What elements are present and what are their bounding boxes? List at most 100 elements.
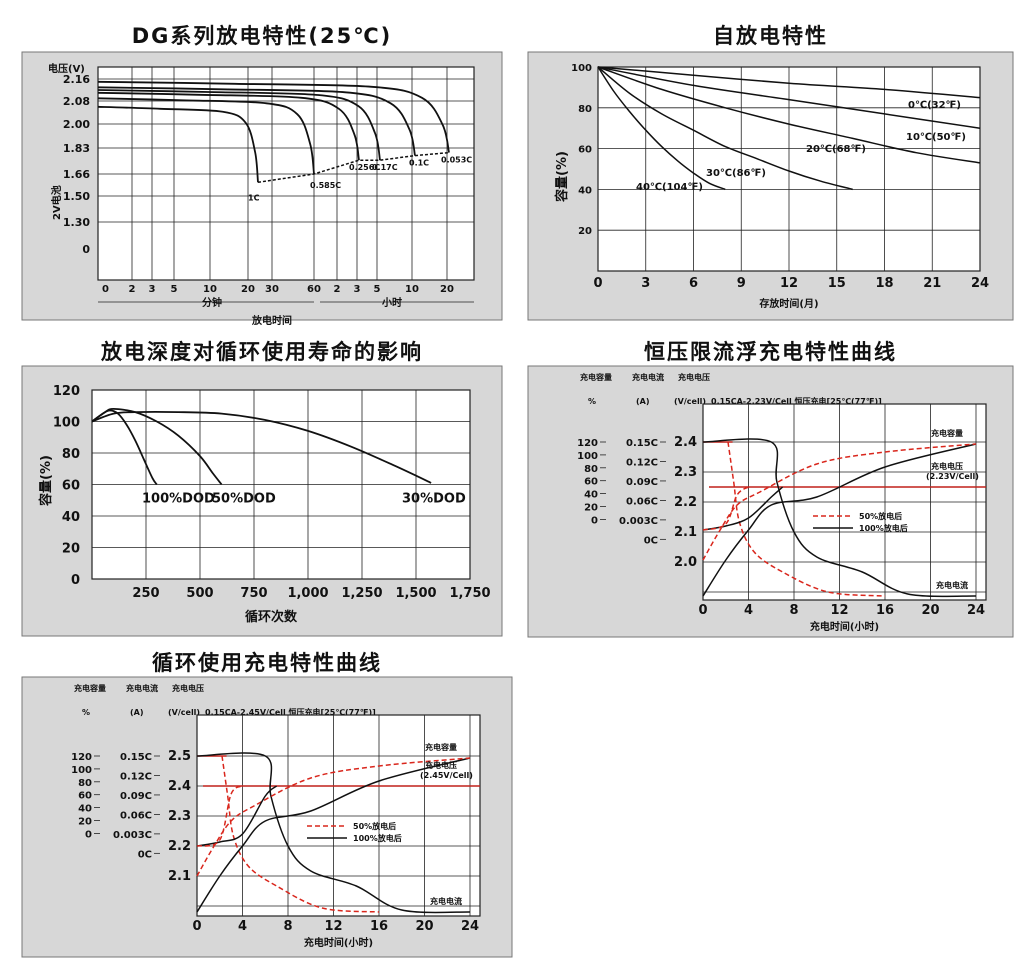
- voltage-tick-label: 2.3: [674, 465, 697, 480]
- voltage-tick-label: 2.2: [674, 495, 697, 510]
- current-tick-label: 0.06C: [626, 496, 658, 507]
- x-tick-label: 10: [203, 284, 217, 295]
- x-axis-label: 放电时间: [251, 314, 292, 327]
- x-tick-label: 20: [241, 284, 255, 295]
- series-label: 0℃(32℉): [908, 100, 961, 111]
- series-label: 40℃(104℉): [636, 182, 703, 193]
- discharge-curve: [97, 105, 259, 183]
- unit-current: (A): [130, 708, 144, 717]
- x-tick-label: 18: [875, 276, 893, 291]
- y-tick-label: 20: [62, 542, 80, 557]
- voltage-label: 充电电压: [931, 461, 963, 471]
- current-tick-label: 0.12C: [626, 457, 658, 468]
- x-tick-label: 1,750: [449, 586, 490, 601]
- y-tick-label: 1.30: [63, 216, 90, 229]
- capacity-label: 充电容量: [425, 742, 457, 752]
- unit-current: (A): [636, 397, 650, 406]
- self-discharge-curve: [597, 66, 981, 164]
- condition-label: 0.15CA-2.45V/Cell 恒压充电[25℃(77℉)]: [205, 707, 376, 717]
- series-label: 0.17C: [372, 163, 398, 172]
- series-label: 100%DOD: [142, 492, 215, 507]
- chart-title: 放电深度对循环使用寿命的影响: [101, 340, 423, 364]
- capacity-tick-label: 40: [584, 490, 598, 501]
- current-tick-label: 0.15C: [120, 752, 152, 763]
- voltage-tick-label: 2.0: [674, 555, 697, 570]
- x-tick-label: 3: [641, 276, 650, 291]
- x-tick-label: 6: [689, 276, 698, 291]
- chart-title: 恒压限流浮充电特性曲线: [644, 340, 897, 364]
- series-label: 30℃(86℉): [706, 168, 766, 179]
- x-tick-label: 20: [921, 603, 939, 618]
- series-label: 0.256C: [349, 163, 380, 172]
- series-label: 20℃(68℉): [806, 144, 866, 155]
- voltage-curve-100: [196, 785, 278, 847]
- voltage-tick-label: 2.3: [168, 809, 191, 824]
- capacity-tick-label: 120: [71, 752, 92, 763]
- x-tick-label: 12: [780, 276, 798, 291]
- y-tick-label: 100: [53, 416, 80, 431]
- x-tick-label: 2: [129, 284, 136, 295]
- voltage-tick-label: 2.1: [168, 869, 191, 884]
- dod-chart: 120 100 80 60 40 20 0 250 500 750 1,000 1,250 1,500 1…: [21, 365, 503, 637]
- plot-area: [97, 66, 475, 281]
- x-tick-label: 24: [971, 276, 989, 291]
- legend-label-50: 50%放电后: [353, 821, 396, 831]
- x-tick-label: 12: [830, 603, 848, 618]
- series-label: 10℃(50℉): [906, 132, 966, 143]
- panel-floatcharge: 恒压限流浮充电特性曲线 充电容量 充电电流 充电电压% (A) (V/cell) 0.15…: [527, 328, 1014, 638]
- dod-curve: [91, 410, 432, 484]
- unit-capacity: %: [588, 397, 596, 406]
- x-tick-label: 0: [698, 603, 707, 618]
- capacity-curve-50: [702, 443, 977, 561]
- panel-discharge: DG系列放电特性(25℃) 电压(V) 2V电池 2.16 2.08 2.00 1.83 1…: [21, 8, 503, 327]
- series-label: 50%DOD: [212, 492, 276, 507]
- header-voltage: 充电电压: [172, 683, 204, 693]
- y-axis-label: 容量(%): [38, 455, 54, 507]
- x-tick-label: 3: [149, 284, 156, 295]
- current-tick-label: 0C: [138, 849, 152, 860]
- y-tick-label: 80: [578, 104, 592, 115]
- x-tick-label: 1,000: [287, 586, 328, 601]
- current-tick-label: 0.09C: [120, 791, 152, 802]
- x-tick-label: 20: [415, 919, 433, 934]
- x-tick-label: 15: [828, 276, 846, 291]
- x-tick-label: 10: [405, 284, 419, 295]
- chart-title: 自放电特性: [713, 24, 828, 48]
- current-tick-label: 0C: [644, 535, 658, 546]
- x-tick-label: 750: [240, 586, 267, 601]
- x-tick-label: 0: [192, 919, 201, 934]
- capacity-tick-label: 60: [584, 477, 598, 488]
- voltage-value-label: (2.45V/Cell): [420, 771, 473, 780]
- y-tick-label: 0: [71, 573, 80, 588]
- dod-curve: [91, 407, 223, 486]
- current-tick-label: 0.09C: [626, 477, 658, 488]
- x-tick-label: 24: [461, 919, 479, 934]
- capacity-tick-label: 0: [85, 829, 92, 840]
- x-axis-label: 充电时间(小时): [810, 620, 879, 633]
- y-tick-label: 120: [53, 384, 80, 399]
- x-tick-label: 500: [186, 586, 213, 601]
- capacity-tick-label: 40: [78, 804, 92, 815]
- capacity-curve-100: [702, 443, 977, 597]
- header-current: 充电电流: [632, 372, 664, 382]
- y-tick-label: 100: [571, 63, 592, 74]
- x-tick-label: 4: [238, 919, 247, 934]
- x-tick-label: 1,250: [341, 586, 382, 601]
- unit-voltage: (V/cell): [168, 708, 200, 717]
- discharge-curve: [97, 86, 416, 156]
- self-discharge-curve: [597, 66, 726, 191]
- voltage-curve-50: [702, 486, 749, 531]
- capacity-tick-label: 100: [577, 451, 598, 462]
- capacity-tick-label: 80: [584, 464, 598, 475]
- current-curve-50: [727, 441, 886, 597]
- discharge-curve: [97, 89, 381, 161]
- series-label: 0.053C: [441, 156, 472, 165]
- legend-label-50: 50%放电后: [859, 511, 902, 521]
- x-minute-label: 分钟: [202, 296, 222, 309]
- x-tick-label: 16: [876, 603, 894, 618]
- y-tick-label: 0: [82, 243, 90, 256]
- capacity-tick-label: 20: [78, 817, 92, 828]
- series-label: 30%DOD: [402, 492, 466, 507]
- current-tick-label: 0.003C: [619, 516, 658, 527]
- y-tick-label: 2.00: [63, 118, 90, 131]
